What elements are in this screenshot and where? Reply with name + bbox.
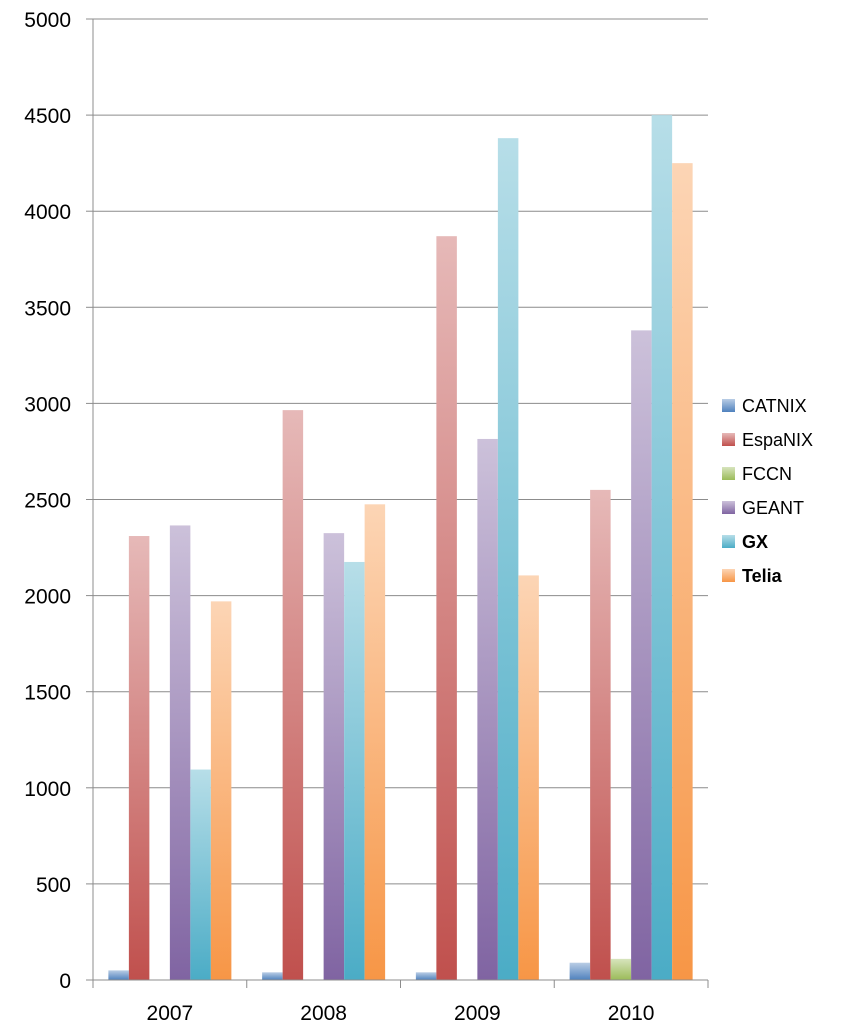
y-tick-label: 1500	[24, 682, 71, 705]
legend-swatch-telia	[722, 569, 735, 582]
bar-espanix-2010	[590, 489, 611, 980]
x-axis-ticks: 2007 2008 2009 2010	[92, 980, 709, 1025]
y-tick-label: 4000	[24, 201, 71, 224]
bar-espanix-2007	[128, 536, 150, 980]
legend: CATNIX EspaNIX FCCN GEANT GX Telia	[722, 396, 813, 586]
y-tick-label: 3000	[24, 393, 71, 416]
bar-espanix-2008	[282, 410, 304, 980]
bar-catnix-2007	[108, 970, 129, 980]
y-tick-label: 3500	[24, 297, 71, 320]
bar-fccn-2010	[610, 958, 632, 980]
bar-catnix-2009	[415, 972, 437, 980]
legend-label-gx: GX	[742, 532, 768, 552]
bar-catnix-2010	[569, 962, 591, 980]
bar-telia-2009	[518, 575, 539, 980]
bar-geant-2007	[169, 525, 191, 980]
bar-telia-2010	[672, 163, 693, 980]
legend-swatch-catnix	[722, 399, 735, 412]
legend-label-catnix: CATNIX	[742, 396, 807, 416]
y-axis-ticks: 0 500 1000 1500 2000 2500 3000 3500 4000 4500 5000	[24, 9, 93, 993]
y-tick-label: 1000	[24, 778, 71, 801]
bar-gx-2008	[344, 561, 365, 980]
bars	[108, 115, 693, 981]
x-tick-label: 2008	[300, 1002, 347, 1025]
bar-telia-2008	[364, 504, 386, 980]
x-tick-label: 2010	[608, 1002, 655, 1025]
legend-swatch-espanix	[722, 433, 735, 446]
y-tick-label: 0	[59, 970, 71, 993]
x-tick-label: 2007	[147, 1002, 194, 1025]
bar-gx-2009	[497, 138, 519, 980]
legend-label-fccn: FCCN	[742, 464, 792, 484]
bar-gx-2007	[190, 769, 211, 980]
bar-geant-2009	[477, 438, 498, 980]
legend-swatch-fccn	[722, 467, 735, 480]
y-tick-label: 2000	[24, 586, 71, 609]
bar-geant-2008	[323, 533, 345, 980]
bar-geant-2010	[631, 330, 652, 980]
y-tick-label: 4500	[24, 105, 71, 128]
legend-swatch-gx	[722, 535, 735, 548]
bar-telia-2007	[210, 601, 232, 980]
legend-label-telia: Telia	[742, 566, 783, 586]
legend-label-geant: GEANT	[742, 498, 804, 518]
y-tick-label: 500	[36, 874, 71, 897]
y-tick-label: 2500	[24, 490, 71, 513]
y-tick-label: 5000	[24, 9, 71, 32]
bar-catnix-2008	[262, 972, 283, 980]
legend-label-espanix: EspaNIX	[742, 430, 813, 450]
x-tick-label: 2009	[454, 1002, 501, 1025]
bar-espanix-2009	[436, 236, 457, 980]
legend-swatch-geant	[722, 501, 735, 514]
bar-gx-2010	[651, 115, 673, 981]
